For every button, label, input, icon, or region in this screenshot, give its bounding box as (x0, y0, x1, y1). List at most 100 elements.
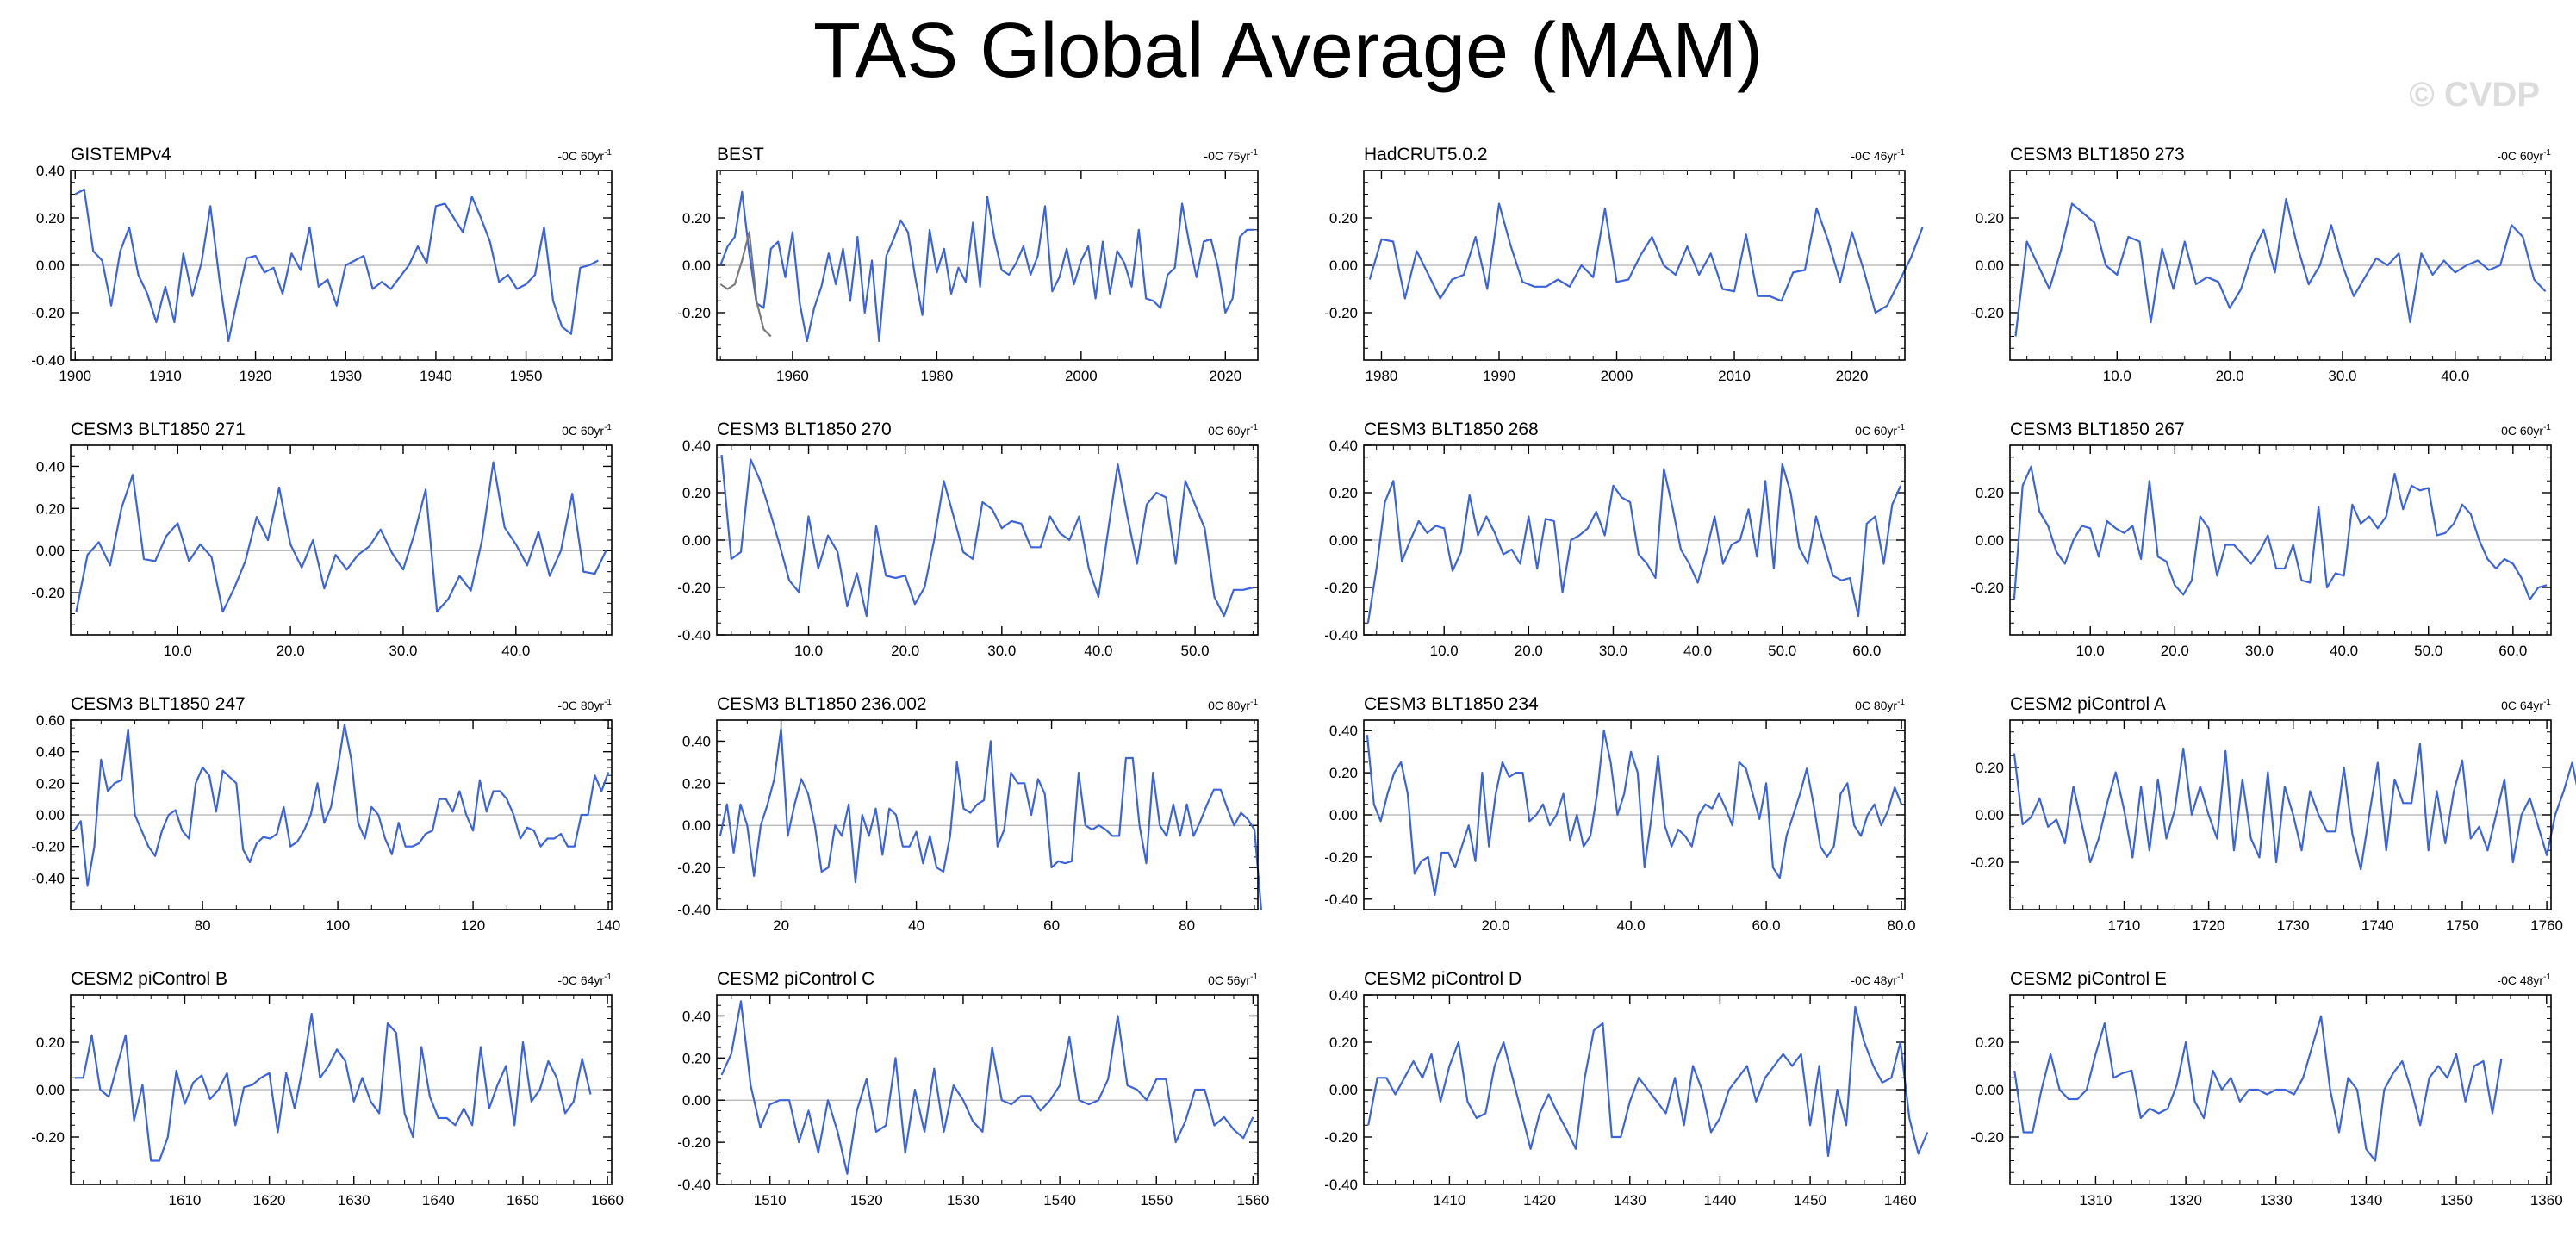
y-tick-label: 0.00 (682, 258, 711, 274)
series-line (74, 1012, 592, 1162)
x-tick-label: 1410 (1434, 1192, 1466, 1209)
x-tick-label: 2020 (1836, 368, 1869, 384)
panel-title: CESM3 BLT1850 273 (2010, 145, 2185, 165)
x-tick-label: 20.0 (2216, 368, 2244, 384)
y-tick-label: -0.20 (677, 860, 711, 876)
panel-1: GISTEMPv4 -0C 60yr-1 -0.40 -0.20 0.00 0.20 0.4… (31, 145, 613, 384)
plot-frame (1363, 719, 1906, 910)
trend-label: 0C 60yr-1 (1208, 423, 1258, 438)
panel-title: CESM2 piControl C (717, 969, 874, 989)
series-line (74, 188, 599, 343)
y-tick-label: -0.20 (1324, 305, 1358, 321)
panel-title: CESM3 BLT1850 270 (717, 419, 892, 439)
panel-title: CESM3 BLT1850 234 (1364, 694, 1539, 714)
y-tick-label: 0.00 (1976, 258, 2004, 274)
x-tick-label: 30.0 (987, 643, 1016, 659)
x-tick-label: 2000 (1601, 368, 1633, 384)
x-tick-label: 1350 (2440, 1192, 2473, 1209)
x-tick-label: 20.0 (277, 643, 305, 659)
plot-frame (1363, 994, 1906, 1185)
x-tick-label: 40.0 (1617, 917, 1646, 934)
trend-label: 0C 80yr-1 (1855, 698, 1905, 712)
y-tick-label: 0.00 (1329, 532, 1358, 549)
y-tick-label: -0.40 (1324, 1177, 1358, 1193)
x-tick-label: 1710 (2108, 917, 2141, 934)
plot-frame (716, 719, 1259, 910)
y-tick-label: 0.40 (682, 438, 711, 454)
y-tick-label: 0.00 (1329, 807, 1358, 823)
x-tick-label: 1540 (1043, 1192, 1076, 1209)
plot-frame (70, 719, 613, 910)
x-tick-label: 1760 (2530, 917, 2563, 934)
y-tick-label: 0.40 (1329, 723, 1358, 739)
y-tick-label: -0.40 (677, 1177, 711, 1193)
panel-11: CESM3 BLT1850 234 0C 80yr-1 -0.40 -0.20 0.00… (1324, 694, 1915, 934)
series-line (2013, 465, 2548, 600)
panel-15: CESM2 piControl D -0C 48yr-1 -0.40 -0.20 0.0… (1324, 969, 1929, 1209)
y-tick-label: 0.40 (682, 1008, 711, 1024)
x-tick-label: 2010 (1718, 368, 1751, 384)
x-tick-label: 50.0 (2414, 643, 2442, 659)
panel-10: CESM3 BLT1850 236.002 0C 80yr-1 -0.40 -0.20… (677, 694, 1262, 934)
y-tick-label: 0.00 (682, 532, 711, 549)
trend-label: -0C 60yr-1 (557, 148, 612, 163)
panel-title: CESM2 piControl D (1364, 969, 1521, 989)
x-tick-label: 80 (195, 917, 211, 934)
x-tick-label: 20.0 (1515, 643, 1543, 659)
y-tick-label: 0.20 (36, 500, 65, 517)
x-tick-label: 40.0 (501, 643, 530, 659)
x-tick-label: 1740 (2361, 917, 2394, 934)
y-tick-label: -0.20 (677, 580, 711, 596)
x-tick-label: 1960 (776, 368, 809, 384)
y-tick-label: 0.40 (36, 744, 65, 761)
plot-frame (716, 994, 1259, 1185)
x-tick-label: 40.0 (1683, 643, 1712, 659)
y-tick-label: 0.00 (36, 807, 65, 823)
y-tick-label: 0.00 (682, 1092, 711, 1109)
y-tick-label: 0.00 (1976, 532, 2004, 549)
x-tick-label: 2020 (1209, 368, 1241, 384)
panel-2: BEST -0C 75yr-1 -0.20 0.00 0.20 1960 1980 2000 2… (677, 145, 1259, 384)
y-tick-label: 0.20 (1976, 1035, 2004, 1051)
y-tick-label: 0.20 (1976, 210, 2004, 227)
y-tick-label: 0.00 (682, 817, 711, 834)
x-tick-label: 1420 (1523, 1192, 1556, 1209)
x-tick-label: 1430 (1614, 1192, 1646, 1209)
y-tick-label: 0.40 (36, 163, 65, 179)
trend-label: -0C 48yr-1 (1851, 972, 1905, 987)
y-tick-label: 0.20 (1976, 760, 2004, 776)
x-tick-label: 1930 (329, 368, 362, 384)
series-line (719, 190, 1254, 343)
x-tick-label: 1950 (510, 368, 543, 384)
x-tick-label: 30.0 (2245, 643, 2274, 659)
trend-label: -0C 60yr-1 (2497, 423, 2551, 438)
x-tick-label: 1360 (2530, 1192, 2563, 1209)
x-tick-label: 1520 (850, 1192, 883, 1209)
x-tick-label: 2000 (1065, 368, 1098, 384)
y-tick-label: -0.20 (1324, 580, 1358, 596)
y-tick-label: 0.00 (36, 258, 65, 274)
y-tick-label: 0.40 (1329, 987, 1358, 1004)
series-line (1367, 1005, 1929, 1158)
panel-6: CESM3 BLT1850 270 0C 60yr-1 -0.40 -0.20 0.00… (677, 419, 1259, 659)
y-tick-label: 0.20 (682, 485, 711, 501)
x-tick-label: 1660 (591, 1192, 624, 1209)
y-tick-label: -0.20 (1324, 1129, 1358, 1146)
x-tick-label: 1940 (420, 368, 452, 384)
y-tick-label: -0.20 (1970, 1129, 2004, 1146)
series-line (2013, 1015, 2503, 1162)
y-tick-label: 0.00 (1976, 807, 2004, 823)
x-tick-label: 1920 (240, 368, 272, 384)
x-tick-label: 1450 (1794, 1192, 1826, 1209)
x-tick-label: 20.0 (2161, 643, 2189, 659)
x-tick-label: 30.0 (2328, 368, 2356, 384)
y-tick-label: 0.40 (1329, 438, 1358, 454)
x-tick-label: 40 (908, 917, 924, 934)
y-tick-label: -0.20 (31, 1129, 65, 1146)
x-tick-label: 50.0 (1768, 643, 1796, 659)
x-tick-label: 10.0 (1430, 643, 1459, 659)
series-line (2013, 743, 2576, 871)
y-tick-label: 0.00 (36, 543, 65, 559)
y-tick-label: -0.20 (31, 305, 65, 321)
